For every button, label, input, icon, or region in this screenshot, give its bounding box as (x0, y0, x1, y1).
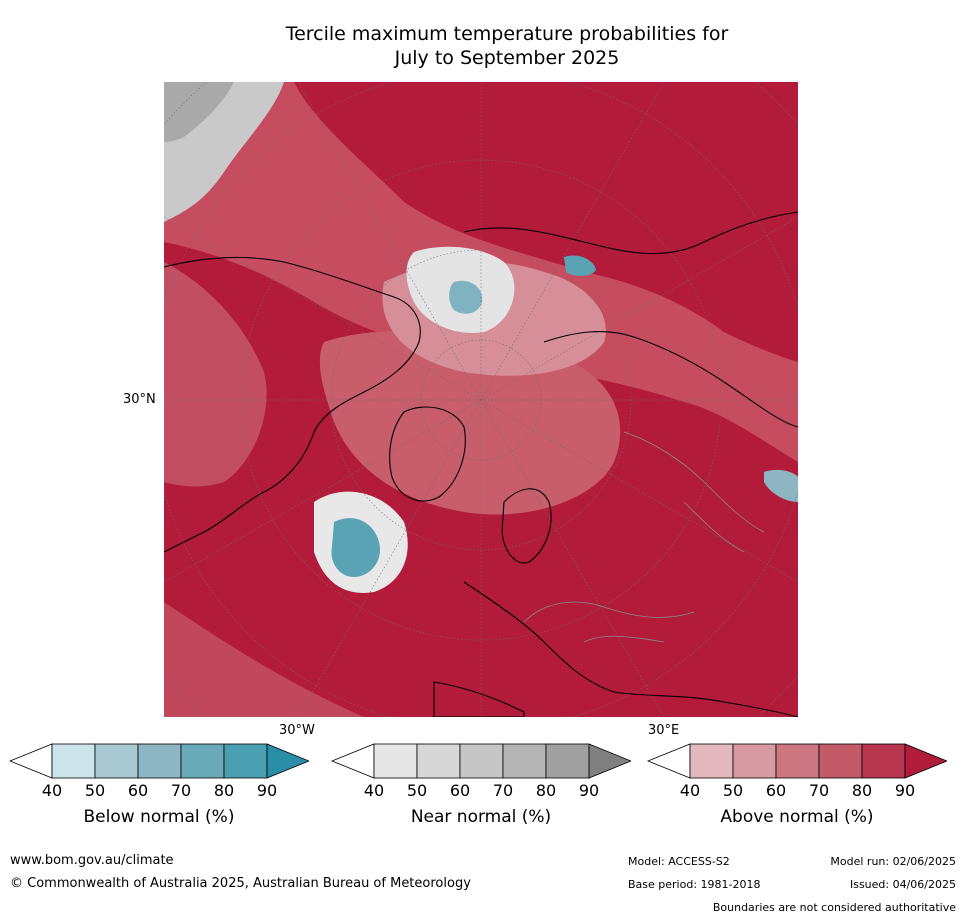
border-asia-2 (683, 501, 745, 553)
title-line-2: July to September 2025 (394, 47, 620, 69)
legend-swatch-high (588, 743, 631, 779)
legend-title: Below normal (%) (83, 807, 235, 827)
legend-bar (331, 743, 631, 779)
legend-tick: 70 (170, 781, 192, 800)
title-line-1: Tercile maximum temperature probabilitie… (285, 23, 729, 45)
footer-url: www.bom.gov.au/climate (10, 853, 174, 868)
below-normal-region-atlantic (331, 518, 380, 577)
near-normal-region-top-left-inner (164, 82, 234, 142)
legend-tick: 60 (127, 781, 149, 800)
legend-tick: 50 (406, 781, 428, 800)
probability-region-left (164, 262, 267, 487)
legend-tick: 40 (41, 781, 63, 800)
legend-swatch (775, 743, 820, 779)
legend-tick: 70 (492, 781, 514, 800)
legend-swatch (818, 743, 863, 779)
longitude-label-30e: 30°E (648, 723, 680, 738)
legend-swatch (545, 743, 590, 779)
legend-tick: 40 (363, 781, 385, 800)
legend-above-normal: 40 50 60 70 80 90 Above normal (%) (647, 743, 947, 843)
legend-swatch (51, 743, 96, 779)
legend-tick: 90 (578, 781, 600, 800)
legend-ticks: 40 50 60 70 80 90 (647, 781, 947, 801)
legend-swatch-high (266, 743, 309, 779)
legend-swatch-low (647, 743, 691, 779)
legend-tick: 50 (722, 781, 744, 800)
coastline-greenland (389, 406, 466, 502)
footer-base-period: Base period: 1981-2018 (628, 878, 761, 891)
legend-title: Near normal (%) (410, 807, 552, 827)
below-normal-region-siberia (564, 255, 596, 276)
legend-tick: 90 (894, 781, 916, 800)
legend-tick: 80 (213, 781, 235, 800)
legend-swatch (502, 743, 547, 779)
legend-ticks: 40 50 60 70 80 90 (331, 781, 631, 801)
below-normal-region-east (764, 469, 798, 502)
below-normal-region-arctic (449, 280, 483, 314)
legend-tick: 90 (256, 781, 278, 800)
legend-near-normal: 40 50 60 70 80 90 Near normal (%) (331, 743, 631, 843)
probability-region-bottom-left (164, 602, 364, 717)
coastline-eurasia (463, 211, 798, 255)
legend-below-normal: 40 50 60 70 80 90 Below normal (%) (9, 743, 309, 843)
legend-swatch-low (331, 743, 375, 779)
probability-region-light-central (319, 331, 621, 515)
legend-swatch (732, 743, 777, 779)
legend-swatch-high (904, 743, 947, 779)
longitude-label-30w: 30°W (279, 723, 315, 738)
coastline-africa (433, 681, 525, 717)
legend-swatch (94, 743, 139, 779)
coastline-north-america (164, 256, 421, 553)
legend-tick: 60 (449, 781, 471, 800)
border-europe-1 (523, 601, 695, 623)
legend-tick: 80 (535, 781, 557, 800)
legend-swatch (459, 743, 504, 779)
footer-model-run: Model run: 02/06/2025 (830, 855, 956, 868)
border-europe-2 (583, 635, 665, 643)
legend-swatch (689, 743, 734, 779)
legend-title: Above normal (%) (720, 807, 874, 827)
coastline-europe (463, 581, 798, 717)
legend-bar (647, 743, 947, 779)
legend-bar (9, 743, 309, 779)
forecast-map (164, 82, 798, 717)
legend-swatch (137, 743, 182, 779)
legend-swatch (861, 743, 906, 779)
legend-tick: 70 (808, 781, 830, 800)
legend-swatch-low (9, 743, 53, 779)
footer-copyright: © Commonwealth of Australia 2025, Austra… (10, 876, 471, 891)
legend-tick: 80 (851, 781, 873, 800)
legend-tick: 60 (765, 781, 787, 800)
legend-tick: 40 (679, 781, 701, 800)
map-title: Tercile maximum temperature probabilitie… (164, 22, 850, 70)
legend-swatch (180, 743, 225, 779)
coastline-siberia-north (543, 331, 798, 428)
border-asia-1 (623, 431, 765, 533)
footer-model: Model: ACCESS-S2 (628, 855, 730, 868)
legend-swatch (416, 743, 461, 779)
legend-tick: 50 (84, 781, 106, 800)
legend-swatch (373, 743, 418, 779)
footer-issued: Issued: 04/06/2025 (849, 878, 956, 891)
latitude-label-30n: 30°N (123, 392, 156, 407)
footer-disclaimer: Boundaries are not considered authoritat… (712, 901, 956, 914)
coastline-scandinavia (501, 488, 552, 564)
legend-ticks: 40 50 60 70 80 90 (9, 781, 309, 801)
legend-swatch (223, 743, 268, 779)
